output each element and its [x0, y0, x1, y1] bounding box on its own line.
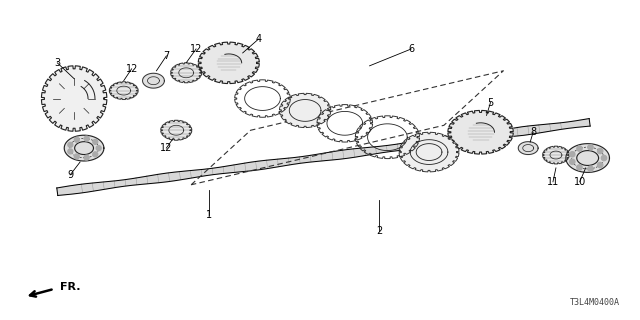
Circle shape	[598, 148, 603, 154]
Circle shape	[74, 154, 79, 159]
Circle shape	[68, 142, 73, 147]
Text: 12: 12	[125, 64, 138, 74]
Text: 6: 6	[408, 44, 414, 54]
Circle shape	[577, 165, 582, 170]
Circle shape	[96, 146, 101, 150]
Circle shape	[588, 145, 593, 150]
Circle shape	[588, 166, 593, 172]
Circle shape	[93, 140, 98, 144]
Circle shape	[84, 136, 89, 141]
Text: 3: 3	[54, 58, 60, 68]
Text: T3L4M0400A: T3L4M0400A	[570, 298, 620, 307]
Text: 9: 9	[67, 170, 73, 180]
Text: 8: 8	[530, 127, 536, 137]
Polygon shape	[42, 66, 107, 131]
Polygon shape	[109, 82, 138, 100]
Polygon shape	[171, 63, 202, 83]
Text: 10: 10	[573, 177, 586, 187]
Text: 1: 1	[206, 210, 212, 220]
Polygon shape	[566, 144, 609, 172]
Text: 4: 4	[255, 34, 262, 44]
Circle shape	[84, 155, 89, 160]
Text: 5: 5	[488, 98, 493, 108]
Circle shape	[570, 152, 575, 157]
Polygon shape	[448, 110, 513, 154]
Text: FR.: FR.	[60, 282, 81, 292]
Polygon shape	[64, 135, 104, 161]
Text: 12: 12	[190, 44, 202, 54]
Polygon shape	[518, 142, 538, 155]
Text: 12: 12	[160, 143, 173, 153]
Polygon shape	[198, 42, 259, 84]
Circle shape	[577, 146, 582, 151]
Circle shape	[74, 137, 79, 142]
Circle shape	[68, 149, 73, 154]
Circle shape	[570, 159, 575, 164]
Text: 7: 7	[163, 51, 170, 61]
Polygon shape	[401, 134, 457, 171]
Text: 11: 11	[547, 177, 559, 187]
Polygon shape	[161, 120, 192, 140]
Polygon shape	[543, 146, 569, 164]
Circle shape	[602, 156, 607, 161]
Text: 2: 2	[376, 226, 383, 236]
Circle shape	[598, 162, 603, 168]
Polygon shape	[282, 95, 329, 126]
Polygon shape	[143, 73, 164, 88]
Circle shape	[93, 152, 98, 157]
Polygon shape	[57, 119, 590, 196]
